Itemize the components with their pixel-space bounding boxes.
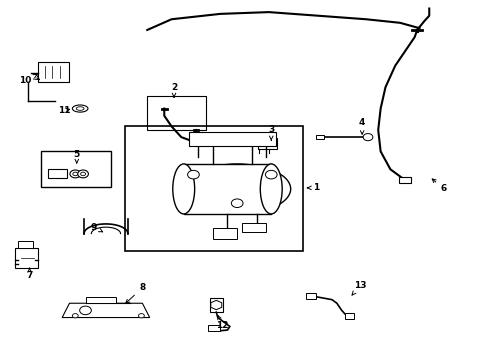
Bar [125, 126, 302, 251]
Bar [38, 62, 69, 82]
Bar [183, 164, 271, 214]
Ellipse shape [260, 164, 282, 214]
Text: 4: 4 [358, 118, 365, 134]
Ellipse shape [183, 164, 290, 214]
Circle shape [187, 170, 199, 179]
Circle shape [81, 172, 85, 176]
Circle shape [70, 170, 81, 178]
Text: 12: 12 [216, 316, 228, 330]
Bar [344, 313, 354, 319]
Text: 10: 10 [20, 74, 37, 85]
Text: 8: 8 [125, 283, 145, 303]
Bar [15, 248, 38, 267]
Bar [398, 177, 410, 183]
Circle shape [78, 170, 88, 178]
Bar [188, 132, 276, 146]
Text: 6: 6 [431, 179, 446, 193]
Circle shape [80, 306, 91, 315]
Text: 3: 3 [267, 126, 274, 140]
Bar [210, 298, 222, 312]
Text: 1: 1 [307, 183, 319, 192]
Circle shape [73, 172, 78, 176]
Ellipse shape [172, 164, 194, 214]
Ellipse shape [72, 105, 88, 112]
Bar [212, 228, 237, 239]
Text: 5: 5 [74, 150, 80, 163]
Circle shape [231, 199, 243, 207]
Text: 7: 7 [26, 268, 33, 280]
Bar [19, 241, 33, 248]
Text: 9: 9 [90, 222, 102, 232]
Circle shape [72, 314, 78, 318]
Bar [305, 293, 315, 298]
Circle shape [363, 134, 372, 141]
Bar [41, 152, 111, 187]
Bar [242, 223, 266, 232]
Polygon shape [62, 303, 149, 318]
Circle shape [138, 314, 144, 318]
Bar [260, 132, 273, 138]
Text: 11: 11 [58, 106, 71, 115]
Ellipse shape [76, 107, 84, 111]
Bar [257, 138, 277, 149]
Text: 2: 2 [170, 83, 177, 97]
Text: 13: 13 [351, 281, 366, 295]
Bar [47, 169, 67, 178]
Bar [86, 297, 116, 303]
Bar [207, 325, 219, 331]
Bar [147, 96, 205, 130]
Bar [316, 135, 324, 139]
Circle shape [265, 170, 277, 179]
